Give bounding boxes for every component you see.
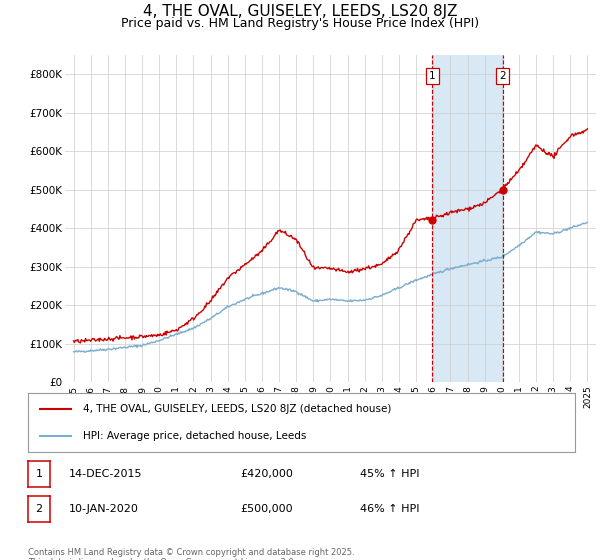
Text: 2: 2 xyxy=(35,504,43,514)
Text: £500,000: £500,000 xyxy=(240,504,293,514)
Text: 1: 1 xyxy=(35,469,43,479)
Text: 14-DEC-2015: 14-DEC-2015 xyxy=(69,469,143,479)
Text: 4, THE OVAL, GUISELEY, LEEDS, LS20 8JZ: 4, THE OVAL, GUISELEY, LEEDS, LS20 8JZ xyxy=(143,4,457,19)
Text: 4, THE OVAL, GUISELEY, LEEDS, LS20 8JZ (detached house): 4, THE OVAL, GUISELEY, LEEDS, LS20 8JZ (… xyxy=(83,404,391,414)
Text: Contains HM Land Registry data © Crown copyright and database right 2025.
This d: Contains HM Land Registry data © Crown c… xyxy=(28,548,355,560)
Text: 1: 1 xyxy=(429,71,436,81)
Text: 10-JAN-2020: 10-JAN-2020 xyxy=(69,504,139,514)
Text: 45% ↑ HPI: 45% ↑ HPI xyxy=(360,469,419,479)
Bar xyxy=(433,55,503,382)
Text: HPI: Average price, detached house, Leeds: HPI: Average price, detached house, Leed… xyxy=(83,431,306,441)
Text: 2: 2 xyxy=(499,71,506,81)
Text: £420,000: £420,000 xyxy=(240,469,293,479)
Text: Price paid vs. HM Land Registry's House Price Index (HPI): Price paid vs. HM Land Registry's House … xyxy=(121,17,479,30)
Text: 46% ↑ HPI: 46% ↑ HPI xyxy=(360,504,419,514)
